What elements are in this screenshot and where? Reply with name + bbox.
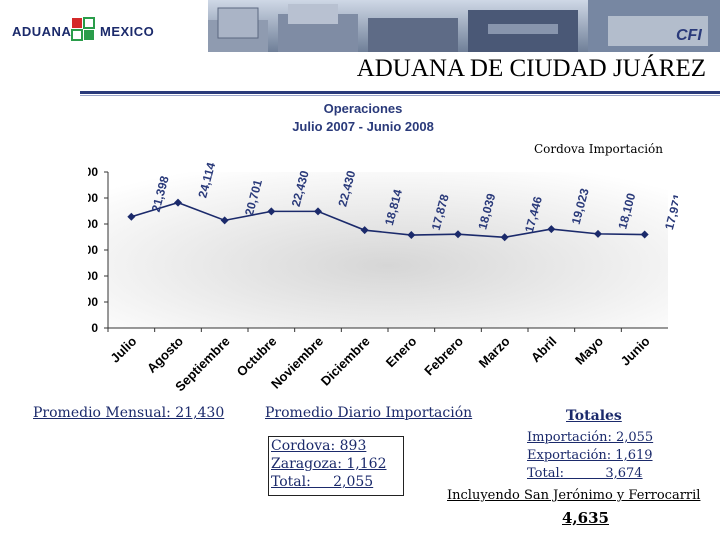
x-tick-label: Marzo	[476, 333, 513, 370]
x-tick-label: Febrero	[421, 333, 466, 378]
data-point	[360, 226, 369, 235]
including-total: 4,635	[562, 509, 609, 527]
totals-heading: Totales	[566, 408, 622, 424]
data-point	[454, 230, 462, 239]
page-title: ADUANA DE CIUDAD JUÁREZ	[356, 55, 706, 82]
y-tick-label: 30,000	[88, 165, 98, 179]
y-tick-label: 0	[91, 321, 98, 335]
y-tick-label: 20,000	[88, 217, 98, 231]
daily-average-box: Cordova: 893 Zaragoza: 1,162 Total: 2,05…	[268, 436, 404, 496]
plot-background	[108, 172, 668, 328]
daily-zaragoza: Zaragoza: 1,162	[271, 456, 387, 472]
chart-panel: 0 5,000 10,000 15,000 20,000 25,000 30,000 Juli…	[88, 96, 678, 400]
data-point	[220, 216, 229, 225]
including-note: Incluyendo San Jerónimo y Ferrocarril	[447, 488, 701, 503]
data-point	[547, 225, 556, 234]
header-banner: ADUANA MEXICO CFI	[0, 0, 720, 56]
header-photo-strip: CFI	[208, 0, 720, 52]
logo-aduana-text: ADUANA	[12, 24, 72, 39]
total-combined: Total: 3,674	[527, 466, 643, 481]
title-divider-thin	[80, 95, 720, 96]
x-tick-label: Julio	[107, 333, 139, 365]
totals-block: Importación: 2,055 Exportación: 1,619 To…	[527, 429, 653, 483]
y-tick-label: 25,000	[88, 191, 98, 205]
total-exportacion: Exportación: 1,619	[527, 448, 653, 463]
x-tick-label: Abril	[528, 334, 560, 366]
daily-average-heading: Promedio Diario Importación	[265, 405, 473, 421]
legend-entry: Cordova Importación	[534, 142, 663, 156]
x-tick-label: Junio	[618, 333, 653, 368]
y-tick-label: 5,000	[88, 295, 98, 309]
x-tick-label: Octubre	[234, 334, 280, 380]
chart-title: Operaciones	[324, 101, 403, 116]
data-point	[174, 198, 182, 207]
logo-mexico-text: MEXICO	[100, 24, 155, 39]
title-divider	[80, 91, 720, 94]
chart-subtitle: Julio 2007 - Junio 2008	[292, 119, 434, 134]
daily-cordova: Cordova: 893	[271, 438, 367, 454]
data-point	[127, 212, 136, 221]
total-importacion: Importación: 2,055	[527, 430, 654, 445]
data-point	[594, 229, 602, 238]
monthly-average: Promedio Mensual: 21,430	[33, 405, 225, 421]
x-tick-label: Enero	[383, 333, 420, 370]
data-point	[267, 207, 276, 216]
data-point	[640, 230, 649, 239]
operations-line-chart: 0 5,000 10,000 15,000 20,000 25,000 30,000 Juli…	[88, 101, 678, 394]
x-tick-label: Mayo	[572, 333, 606, 367]
y-tick-label: 15,000	[88, 243, 98, 257]
svg-text:CFI: CFI	[676, 27, 702, 44]
data-point	[407, 231, 416, 240]
daily-total: Total: 2,055	[271, 474, 374, 490]
data-point	[500, 233, 509, 242]
y-tick-label: 10,000	[88, 269, 98, 283]
x-tick-label: Agosto	[144, 333, 186, 375]
x-tick-label: Diciembre	[318, 334, 373, 389]
data-point	[314, 207, 322, 216]
aduana-logo-icon	[71, 17, 95, 41]
series-line	[131, 201, 645, 239]
